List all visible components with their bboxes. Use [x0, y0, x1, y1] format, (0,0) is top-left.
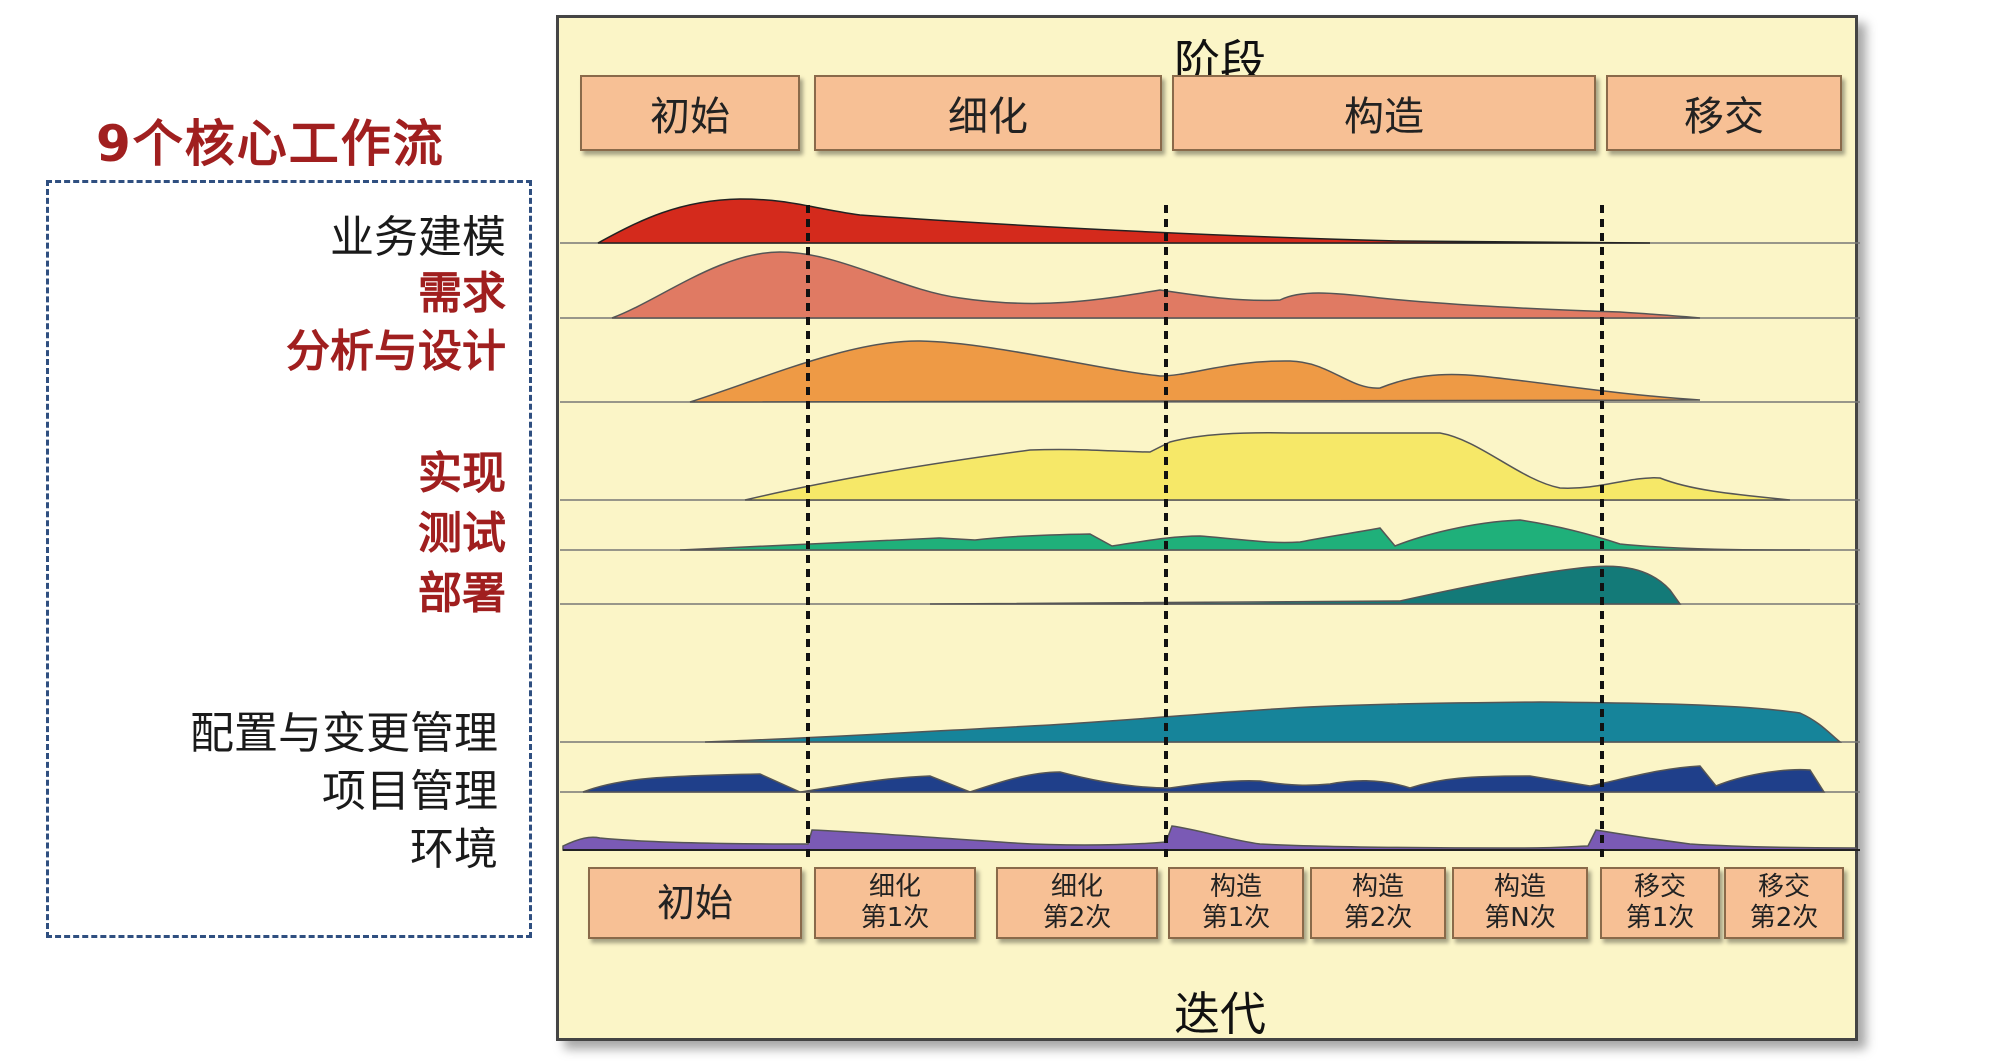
curve-config-change-mgmt [704, 701, 1843, 743]
curve-implementation [744, 432, 1791, 501]
phase-box-construction: 构造 [1172, 75, 1596, 151]
curve-deployment [929, 565, 1682, 605]
phase-box-transition: 移交 [1606, 75, 1842, 151]
curve-project-mgmt [582, 765, 1826, 793]
workflow-label-implementation: 实现 [418, 448, 506, 499]
curve-environment [562, 825, 1857, 851]
iteration-box-construction-1: 构造 第1次 [1168, 867, 1304, 939]
iteration-caption: 迭代 [1174, 987, 1266, 1041]
phase-boundaries [806, 205, 1604, 860]
workflow-list-frame [46, 180, 532, 938]
iteration-box-construction-n: 构造 第N次 [1452, 867, 1588, 939]
workflow-label-environment: 环境 [410, 824, 498, 875]
curve-test [679, 519, 1811, 551]
workflow-label-requirements: 需求 [418, 268, 506, 319]
iteration-box-elaboration-2: 细化 第2次 [996, 867, 1158, 939]
curve-business-modeling [597, 198, 1651, 244]
workflow-label-config-change-mgmt: 配置与变更管理 [190, 708, 498, 759]
iteration-box-transition-1: 移交 第1次 [1600, 867, 1720, 939]
workflow-label-test: 测试 [418, 508, 506, 559]
iteration-box-inception: 初始 [588, 867, 802, 939]
workflow-label-deployment: 部署 [418, 568, 506, 619]
phase-box-elaboration: 细化 [814, 75, 1162, 151]
workflow-label-business-modeling: 业务建模 [330, 212, 506, 263]
workflow-label-project-mgmt: 项目管理 [322, 766, 498, 817]
iteration-box-transition-2: 移交 第2次 [1724, 867, 1844, 939]
iteration-box-elaboration-1: 细化 第1次 [814, 867, 976, 939]
workflow-label-analysis-design: 分析与设计 [286, 326, 506, 377]
curve-analysis-design [689, 340, 1701, 403]
curve-requirements [611, 251, 1701, 319]
phase-box-inception: 初始 [580, 75, 800, 151]
diagram-title: 9个核心工作流 [96, 115, 445, 173]
iteration-box-construction-2: 构造 第2次 [1310, 867, 1446, 939]
